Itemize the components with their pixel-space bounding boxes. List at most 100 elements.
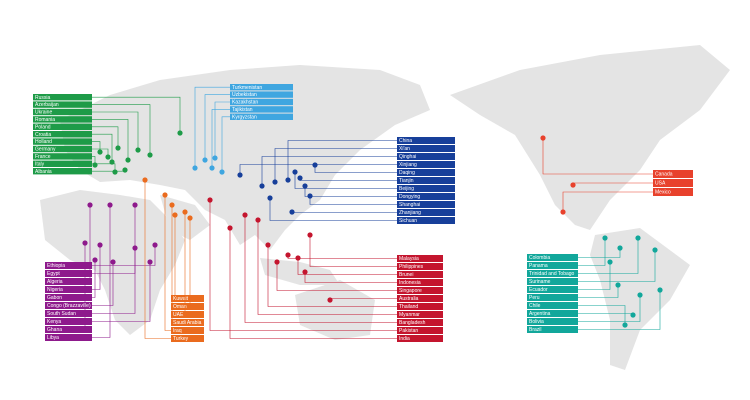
label-box xyxy=(397,153,455,160)
label-box xyxy=(33,116,92,123)
connector-line xyxy=(542,138,653,175)
location-dot xyxy=(227,225,233,231)
label-box xyxy=(653,188,693,196)
location-dot xyxy=(302,269,308,275)
label-box xyxy=(45,302,92,309)
label-group: Ethiopia Egypt Algeria Nigeria Gabon Congo (B… xyxy=(45,202,158,341)
label-box xyxy=(397,271,443,278)
location-dot xyxy=(147,259,153,265)
connector-line xyxy=(92,163,116,172)
connector-line xyxy=(287,140,397,180)
location-dot xyxy=(285,177,291,183)
label-text: Kuwait xyxy=(173,296,189,302)
location-dot xyxy=(97,242,103,248)
label-box xyxy=(397,209,455,216)
label-text: Oman xyxy=(173,304,187,310)
connector-line xyxy=(297,258,397,275)
location-dot xyxy=(237,172,243,178)
label-text: Malaysia xyxy=(399,256,419,262)
label-text: Bolivia xyxy=(529,319,544,325)
label-box xyxy=(45,326,92,333)
location-dot xyxy=(152,242,158,248)
label-box xyxy=(397,169,455,176)
label-text: Beijing xyxy=(399,186,414,192)
label-text: Qinghai xyxy=(399,154,416,160)
label-box xyxy=(33,94,92,101)
label-box xyxy=(397,193,455,200)
label-text: Russia xyxy=(35,95,51,101)
label-text: USA xyxy=(655,181,666,187)
label-box xyxy=(45,278,92,285)
connector-line xyxy=(214,101,230,158)
connector-line xyxy=(239,164,397,175)
connector-line xyxy=(309,196,397,205)
label-group: Kuwait Oman UAE Saudi Arabia Iraq Turkey xyxy=(142,177,204,342)
connector-line xyxy=(562,191,653,212)
label-box xyxy=(230,84,293,91)
location-dot xyxy=(97,149,103,155)
label-text: Shanghai xyxy=(399,202,420,208)
label-text: Holland xyxy=(35,139,52,145)
location-dot xyxy=(307,232,313,238)
location-dot xyxy=(570,182,576,188)
location-dot xyxy=(115,145,121,151)
label-text: Dongying xyxy=(399,194,420,200)
connector-line xyxy=(92,148,109,157)
connector-line xyxy=(274,148,397,182)
label-box xyxy=(527,278,578,285)
location-dot xyxy=(132,202,138,208)
north-america xyxy=(450,45,730,230)
label-text: Romania xyxy=(35,117,55,123)
label-text: Philippines xyxy=(399,264,424,270)
label-box xyxy=(230,113,293,120)
location-dot xyxy=(207,197,213,203)
label-box xyxy=(33,123,92,130)
connector-line xyxy=(92,141,101,152)
connector-line xyxy=(578,248,621,258)
label-group: Colombia Panama Trinidad and Tobago Surinam… xyxy=(527,235,663,333)
label-text: Xinjiang xyxy=(399,162,417,168)
label-text: Poland xyxy=(35,124,51,130)
label-box xyxy=(171,335,204,342)
label-box xyxy=(527,286,578,293)
label-box xyxy=(45,310,92,317)
label-text: Trinidad and Tobago xyxy=(529,271,575,277)
location-dot xyxy=(637,292,643,298)
location-dot xyxy=(292,169,298,175)
label-text: Colombia xyxy=(529,255,550,261)
label-text: Gabon xyxy=(47,295,62,301)
location-dot xyxy=(192,165,198,171)
label-text: South Sudan xyxy=(47,311,76,317)
label-text: China xyxy=(399,138,412,144)
connector-line xyxy=(229,228,397,339)
label-box xyxy=(230,91,293,98)
label-box xyxy=(397,255,443,262)
connector-line xyxy=(194,86,230,168)
label-box xyxy=(397,303,443,310)
connector-line xyxy=(92,262,151,322)
label-text: Zhanjiang xyxy=(399,210,421,216)
label-box xyxy=(45,286,92,293)
label-box xyxy=(171,303,204,310)
label-box xyxy=(397,177,455,184)
label-box xyxy=(397,335,443,342)
label-text: Turkmenistan xyxy=(232,85,262,91)
location-dot xyxy=(307,193,313,199)
label-box xyxy=(527,302,578,309)
location-dot xyxy=(617,245,623,251)
location-dot xyxy=(112,169,118,175)
location-dot xyxy=(132,245,138,251)
label-text: Australia xyxy=(399,296,419,302)
location-dot xyxy=(187,215,193,221)
label-text: Xi'an xyxy=(399,146,410,152)
label-box xyxy=(397,287,443,294)
connector-line xyxy=(92,245,101,290)
label-text: Saudi Arabia xyxy=(173,320,202,326)
label-box xyxy=(45,334,92,341)
connector-line xyxy=(221,116,230,172)
label-text: Libya xyxy=(47,335,59,341)
location-dot xyxy=(274,259,280,265)
location-dot xyxy=(540,135,546,141)
